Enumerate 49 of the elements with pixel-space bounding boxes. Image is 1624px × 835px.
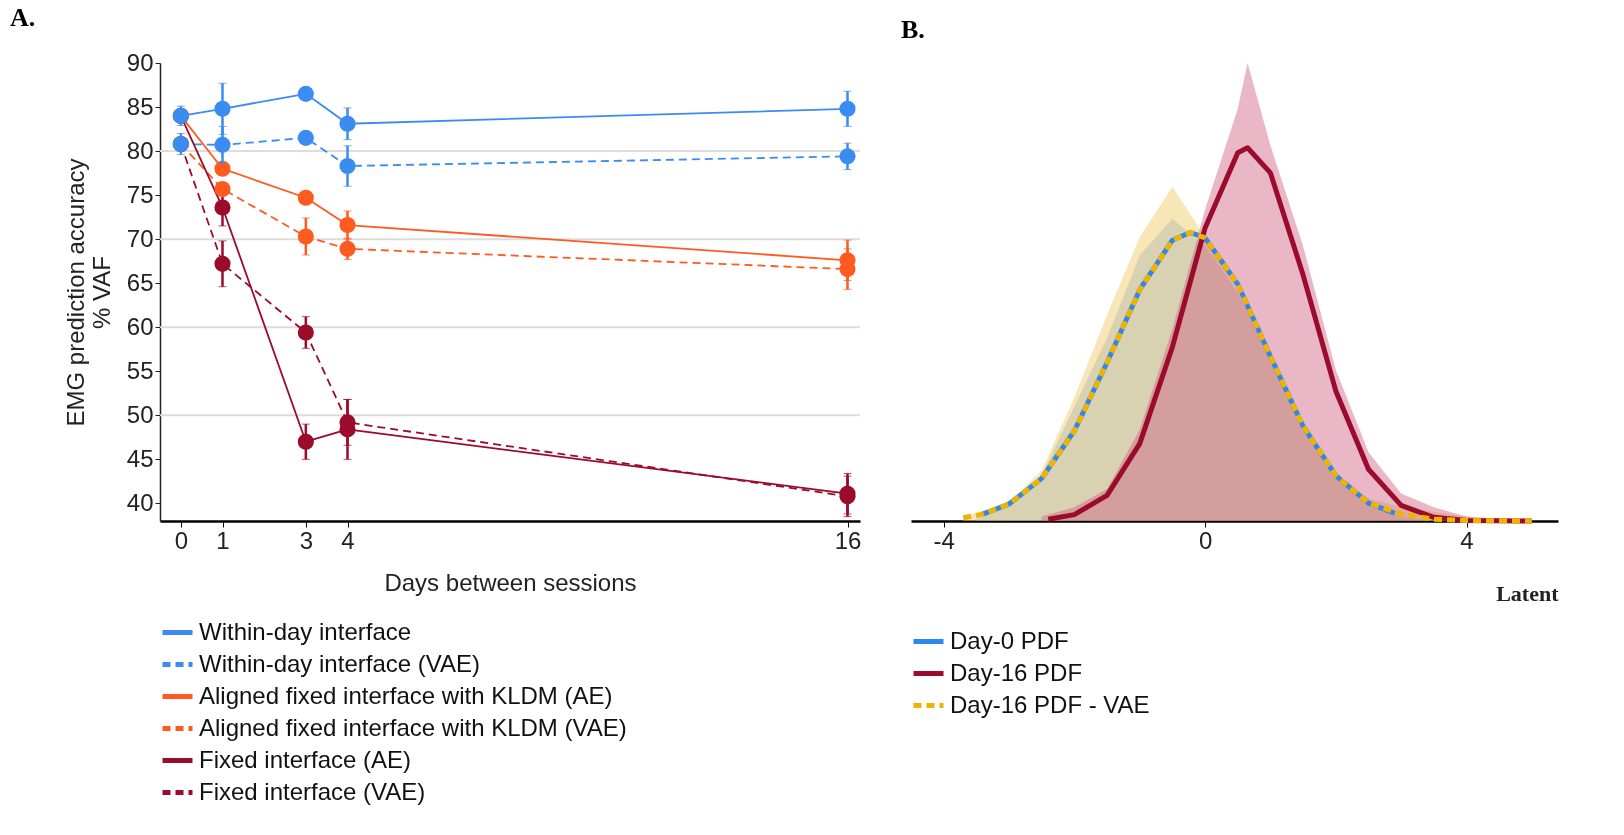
y-tick-label: 75 [126,180,154,208]
x-axis-title: Latent [1496,580,1560,606]
point [339,158,356,175]
point [214,255,231,272]
y-tick-label: 85 [126,92,154,120]
legend-label: Day-16 PDF - VAE [950,690,1150,718]
x-axis-title: Days between sessions [384,568,637,596]
point [339,115,356,132]
legend-label: Within-day interface (VAE) [199,649,480,677]
point [839,148,856,165]
chart-title: A. [10,3,36,32]
point [297,324,314,341]
y-tick-label: 50 [126,400,154,428]
x-tick-label: 1 [216,526,230,554]
point [297,228,314,245]
point [839,100,856,117]
x-tick-label: 4 [341,526,355,554]
x-tick-label: 0 [1198,526,1213,554]
point [214,199,231,216]
y-tick-label: 45 [126,444,154,472]
point [297,85,314,102]
y-tick-label: 65 [126,268,154,296]
x-tick-label: 4 [1460,526,1474,554]
point [339,217,356,234]
x-tick-label: -4 [933,526,955,554]
legend-label: Fixed interface (AE) [199,745,412,773]
legend-label: Aligned fixed interface with KLDM (VAE) [199,713,627,741]
x-tick-label: 16 [834,526,862,554]
point [214,100,231,117]
point [214,136,231,153]
y-tick-label: 40 [126,488,154,516]
point [297,433,314,450]
legend-label: Within-day interface [199,617,412,645]
y-tick-label: 70 [126,224,154,252]
x-tick-label: 3 [299,526,314,554]
chart-title: B. [901,15,925,44]
point [297,129,314,146]
y-axis-title: EMG prediction accuracy % VAF [61,158,115,427]
y-tick-label: 80 [126,136,154,164]
legend-label: Aligned fixed interface with KLDM (AE) [199,681,613,709]
point [297,189,314,206]
y-tick-label: 90 [126,48,154,76]
x-tick-label: 0 [174,526,189,554]
y-tick-label: 60 [126,312,154,340]
point [214,180,231,197]
y-tick-label: 55 [126,356,154,384]
legend-label: Day-16 PDF [950,658,1083,686]
legend-label: Fixed interface (VAE) [199,777,426,805]
legend-label: Day-0 PDF [950,626,1069,654]
